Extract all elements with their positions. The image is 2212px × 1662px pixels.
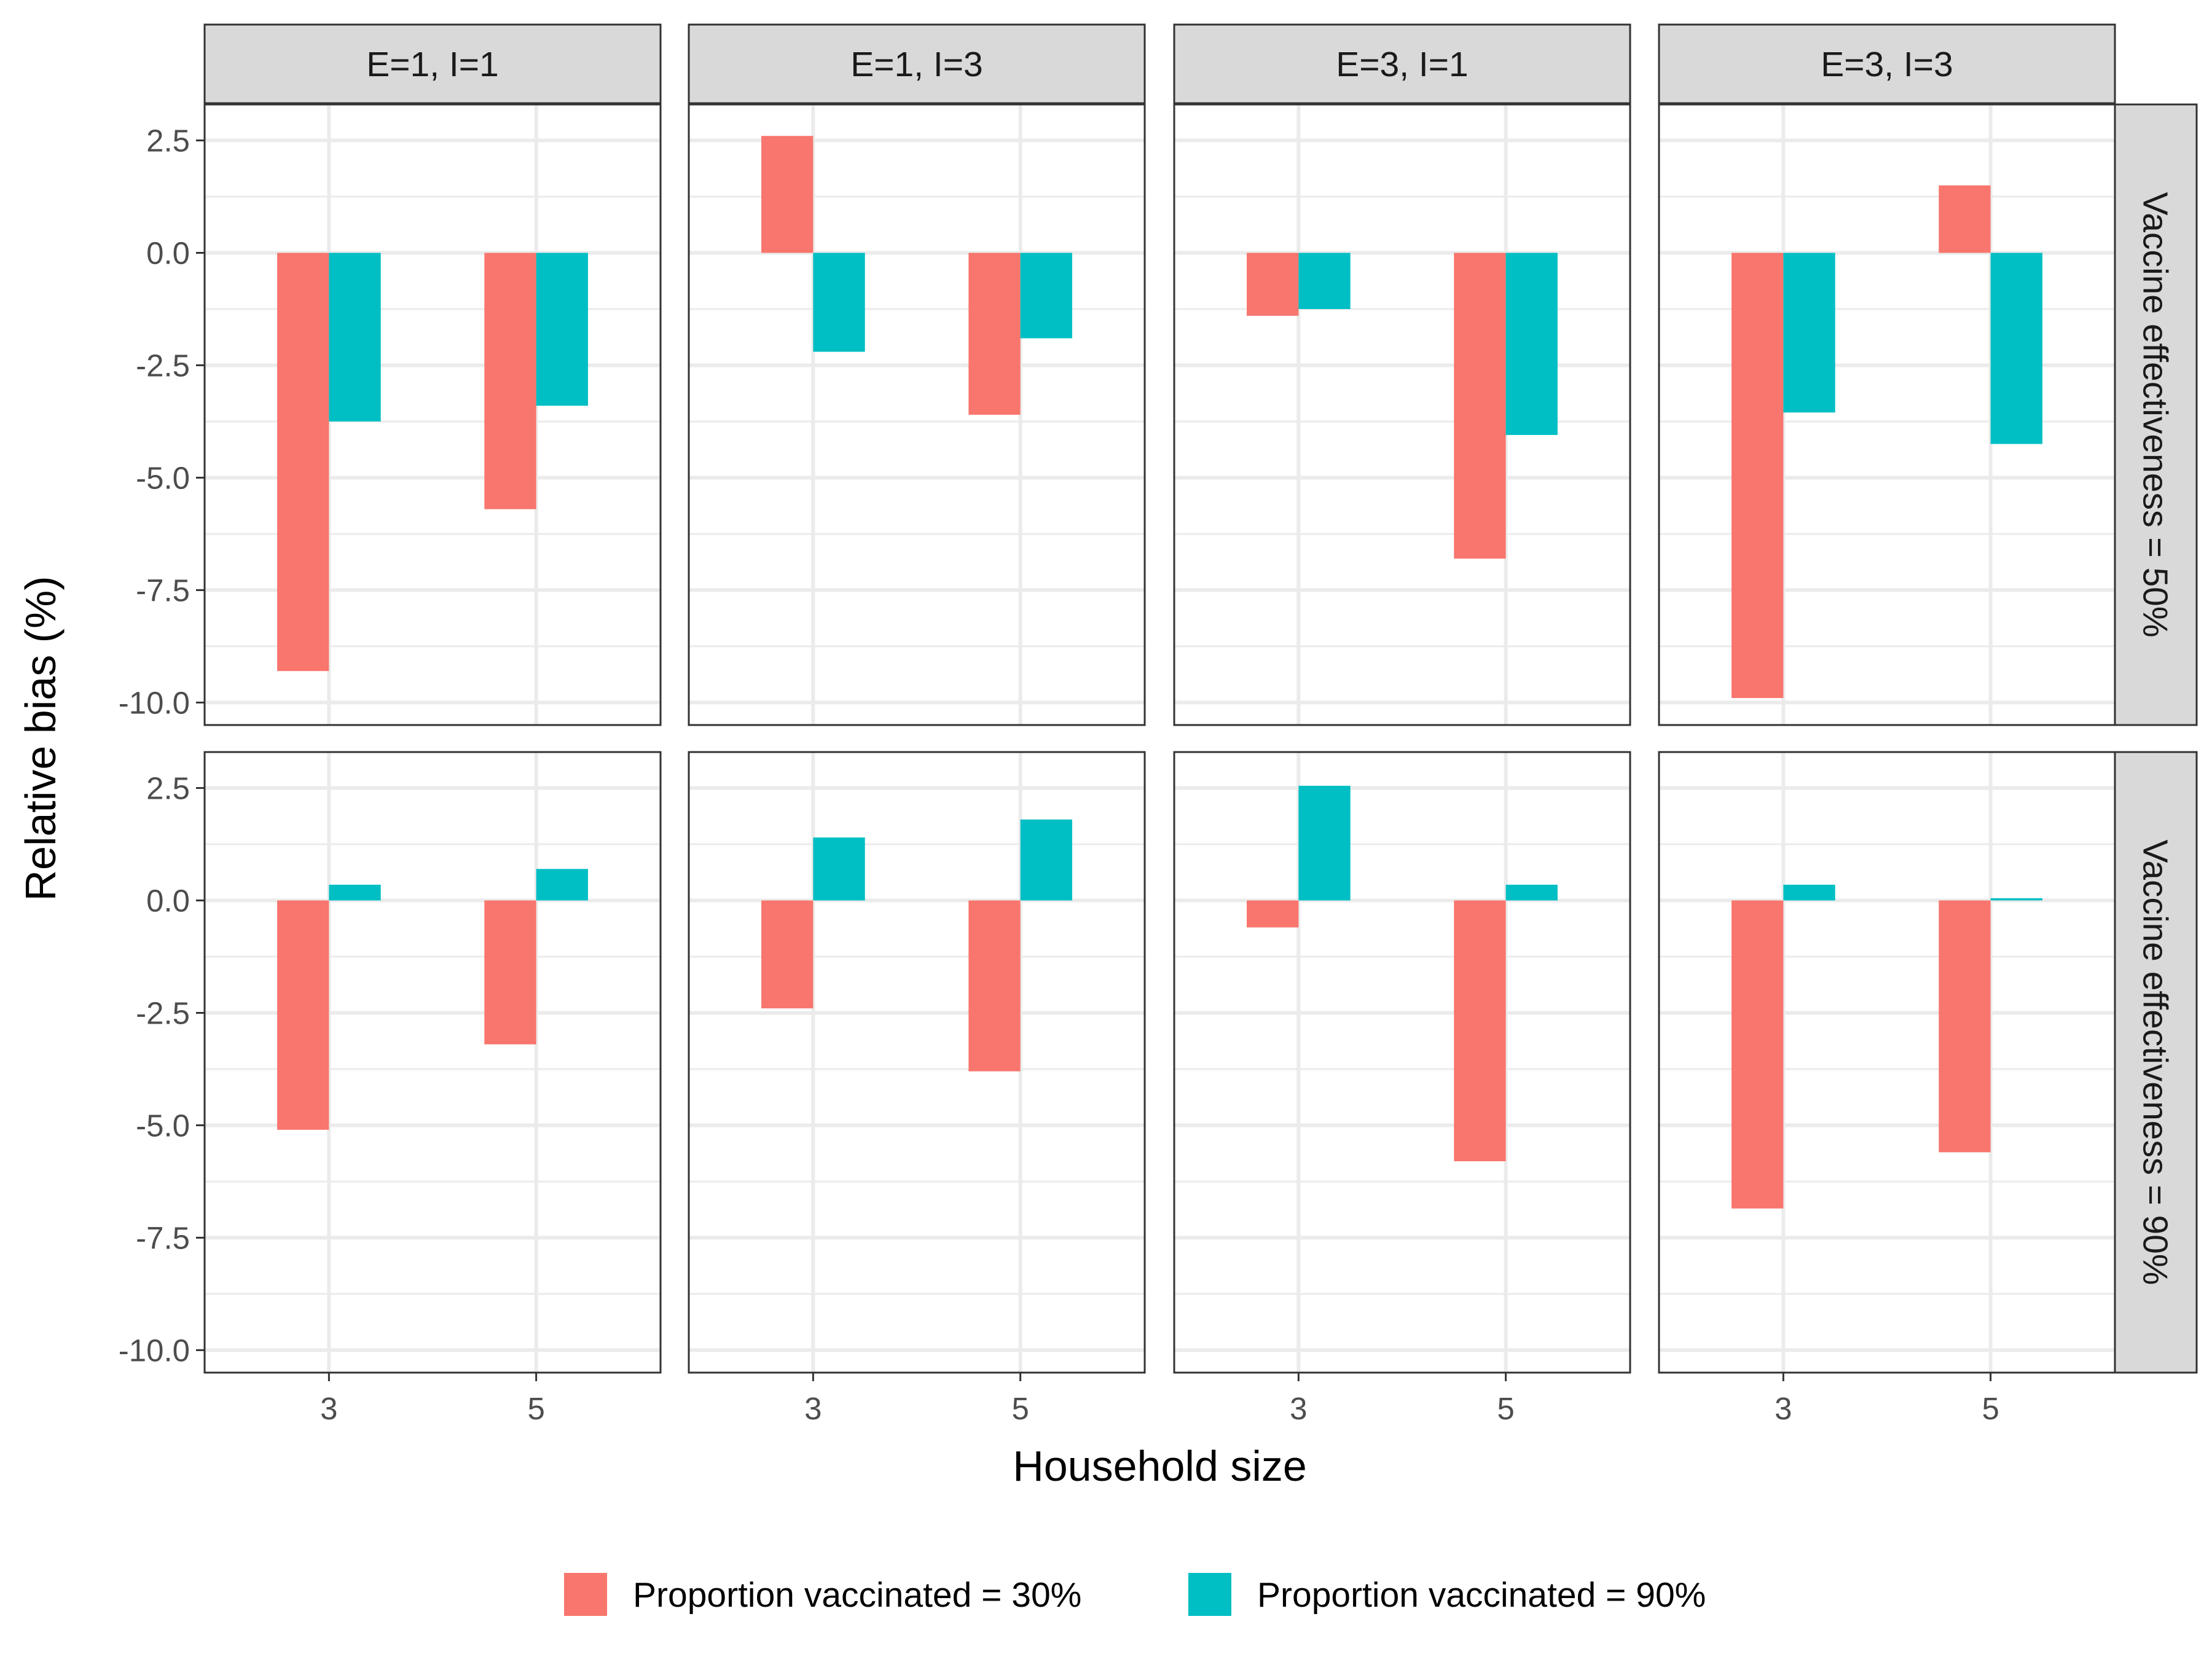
bar <box>1783 253 1835 413</box>
legend-label: Proportion vaccinated = 90% <box>1257 1575 1706 1615</box>
bar <box>968 900 1021 1072</box>
bar <box>1298 785 1351 901</box>
strip-row <box>2114 103 2198 726</box>
y-tick-label: 2.5 <box>146 123 190 159</box>
bar <box>536 869 588 901</box>
strip-column <box>203 23 662 104</box>
x-tick-label: 5 <box>1982 1391 1999 1426</box>
panel-border <box>688 103 1146 726</box>
bar <box>1732 900 1784 1209</box>
strip-label: E=1, I=3 <box>850 45 983 84</box>
bar <box>1247 900 1299 928</box>
strip-row <box>2114 751 2198 1374</box>
legend-key <box>564 1573 607 1616</box>
legend-key <box>1188 1573 1231 1616</box>
y-tick-label: -2.5 <box>136 348 190 383</box>
bar <box>1454 900 1506 1162</box>
bar <box>484 900 536 1045</box>
bar <box>277 253 329 672</box>
bar <box>1505 884 1558 901</box>
y-tick-label: -7.5 <box>136 573 190 608</box>
y-tick-label: -10.0 <box>119 685 190 720</box>
x-tick-label: 5 <box>1011 1391 1029 1426</box>
y-tick-label: 0.0 <box>146 884 190 919</box>
bar <box>1247 253 1299 316</box>
strip-label: E=3, I=1 <box>1336 45 1469 84</box>
y-axis-title: Relative bias (%) <box>17 576 65 901</box>
y-tick-label: -2.5 <box>136 995 190 1030</box>
panel-border <box>1173 103 1631 726</box>
x-tick-label: 3 <box>1290 1391 1307 1426</box>
bar <box>1505 253 1558 435</box>
y-tick-label: -5.0 <box>136 1108 190 1143</box>
bar <box>1732 253 1784 699</box>
panel-border <box>203 103 662 726</box>
x-axis-title: Household size <box>1013 1442 1307 1490</box>
strip-label: E=3, I=3 <box>1821 45 1953 84</box>
x-tick-label: 3 <box>804 1391 822 1426</box>
bar <box>1990 898 2042 901</box>
x-tick-label: 5 <box>1497 1391 1514 1426</box>
x-tick-label: 3 <box>1775 1391 1792 1426</box>
strip-column <box>688 23 1146 104</box>
strip-label: Vaccine effectiveness = 90% <box>2136 839 2175 1285</box>
y-tick-label: 0.0 <box>146 236 190 271</box>
strip-label: Vaccine effectiveness = 50% <box>2136 192 2175 637</box>
bar <box>536 253 588 406</box>
panel-border <box>688 751 1146 1374</box>
strip-column <box>1173 23 1631 104</box>
y-tick-label: -7.5 <box>136 1220 190 1255</box>
bar <box>1990 253 2042 444</box>
bar <box>1783 884 1835 901</box>
strip-column <box>1658 23 2116 104</box>
panel-background <box>1174 752 1630 1373</box>
bar <box>1020 253 1072 339</box>
bar <box>968 253 1021 415</box>
x-tick-label: 5 <box>527 1391 544 1426</box>
bar <box>761 136 814 253</box>
y-tick-label: 2.5 <box>146 771 190 806</box>
panel-border <box>1173 751 1631 1374</box>
bar <box>1298 253 1351 310</box>
legend-label: Proportion vaccinated = 30% <box>633 1575 1081 1615</box>
y-tick-label: -10.0 <box>119 1333 190 1368</box>
x-tick-label: 3 <box>320 1391 337 1426</box>
bar <box>1454 253 1506 559</box>
strip-label: E=1, I=1 <box>366 45 499 84</box>
bar <box>1020 819 1072 901</box>
bar <box>813 253 865 352</box>
bar <box>1939 185 1991 253</box>
bar <box>761 900 814 1009</box>
bar <box>277 900 329 1130</box>
bar <box>813 837 865 901</box>
bar <box>329 253 381 421</box>
bar <box>484 253 536 509</box>
bar <box>1939 900 1991 1153</box>
bar <box>329 884 381 901</box>
y-tick-label: -5.0 <box>136 460 190 495</box>
panel-border <box>203 751 662 1374</box>
